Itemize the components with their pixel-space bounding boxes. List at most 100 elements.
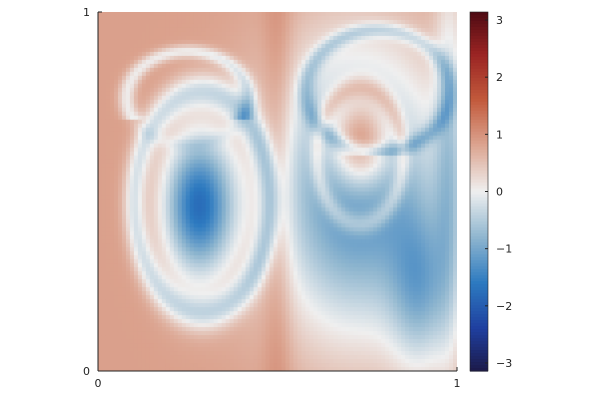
heatmap-cell	[437, 107, 442, 113]
heatmap-cell	[413, 95, 418, 101]
heatmap-cell	[173, 103, 179, 109]
heatmap-cell	[309, 163, 314, 169]
heatmap-cell	[381, 127, 386, 133]
heatmap-cell	[117, 59, 123, 65]
heatmap-cell	[249, 71, 255, 77]
heatmap-cell	[241, 107, 247, 113]
heatmap-cell	[169, 147, 175, 153]
heatmap-cell	[289, 99, 295, 105]
heatmap-cell	[173, 211, 179, 217]
heatmap-cell	[285, 135, 291, 141]
heatmap-cell	[237, 139, 243, 145]
heatmap-cell	[345, 12, 350, 17]
heatmap-cell	[401, 83, 406, 89]
heatmap-cell	[333, 223, 338, 228]
heatmap-cell	[229, 139, 235, 145]
heatmap-cell	[353, 143, 358, 149]
heatmap-cell	[301, 59, 307, 65]
heatmap-cell	[445, 131, 450, 137]
heatmap-cell	[137, 23, 143, 29]
heatmap-cell	[217, 12, 223, 17]
heatmap-cell	[141, 183, 147, 189]
heatmap-cell	[413, 59, 418, 65]
heatmap-cell	[353, 63, 358, 69]
heatmap-cell	[221, 227, 227, 232]
heatmap-cell	[217, 179, 223, 185]
heatmap-cell	[405, 19, 410, 25]
heatmap-cell	[389, 47, 394, 53]
heatmap-cell	[349, 23, 354, 29]
heatmap-cell	[253, 95, 259, 101]
heatmap-cell	[441, 195, 446, 201]
heatmap-cell	[357, 59, 362, 65]
heatmap-cell	[353, 123, 358, 129]
heatmap-cell	[289, 183, 295, 189]
heatmap-cell	[357, 95, 362, 101]
heatmap-cell	[445, 47, 450, 53]
heatmap-cell	[281, 227, 287, 232]
heatmap-cell	[121, 15, 127, 21]
heatmap-cell	[265, 12, 271, 17]
heatmap-cell	[121, 111, 127, 117]
heatmap-cell	[289, 63, 295, 69]
heatmap-cell	[273, 199, 279, 205]
heatmap-cell	[365, 119, 370, 125]
heatmap-cell	[253, 83, 259, 89]
heatmap-cell	[253, 211, 259, 217]
heatmap-cell	[393, 195, 398, 201]
heatmap-cell	[357, 151, 362, 157]
heatmap-cell	[185, 143, 191, 149]
heatmap-cell	[209, 71, 215, 77]
heatmap-cell	[165, 67, 171, 73]
heatmap-cell	[105, 83, 111, 89]
heatmap-cell	[345, 39, 350, 45]
heatmap-cell	[201, 211, 207, 217]
heatmap-cell	[245, 167, 251, 173]
heatmap-cell	[125, 59, 131, 65]
heatmap-cell	[161, 67, 167, 73]
heatmap-cell	[369, 107, 374, 113]
heatmap-cell	[321, 187, 326, 193]
heatmap-cell	[297, 211, 303, 217]
heatmap-cell	[205, 183, 211, 189]
heatmap-cell	[385, 63, 390, 69]
heatmap-cell	[237, 179, 243, 185]
heatmap-cell	[181, 215, 187, 221]
heatmap-cell	[173, 107, 179, 113]
heatmap-cell	[121, 231, 127, 236]
heatmap-cell	[125, 219, 131, 225]
heatmap-cell	[425, 91, 430, 97]
heatmap-cell	[277, 107, 283, 113]
heatmap-cell	[337, 107, 342, 113]
heatmap-cell	[98, 115, 103, 121]
heatmap-cell	[261, 219, 267, 225]
heatmap-cell	[201, 103, 207, 109]
heatmap-cell	[161, 115, 167, 121]
heatmap-cell	[225, 147, 231, 153]
heatmap-cell	[409, 203, 414, 209]
heatmap-cell	[197, 195, 203, 201]
heatmap-cell	[301, 227, 307, 232]
heatmap-cell	[253, 59, 259, 65]
heatmap-cell	[297, 215, 303, 221]
heatmap-cell	[157, 191, 163, 197]
heatmap-cell	[453, 47, 457, 53]
heatmap-cell	[121, 167, 127, 173]
heatmap-cell	[185, 55, 191, 61]
heatmap-cell	[209, 167, 215, 173]
heatmap-cell	[441, 63, 446, 69]
heatmap-cell	[233, 111, 239, 117]
heatmap-cell	[209, 151, 215, 157]
heatmap-cell	[269, 35, 275, 41]
heatmap-cell	[249, 151, 255, 157]
heatmap-cell	[289, 15, 295, 21]
heatmap-cell	[125, 99, 131, 105]
heatmap-cell	[313, 31, 318, 37]
heatmap-cell	[129, 199, 135, 205]
heatmap-cell	[413, 75, 418, 81]
heatmap-cell	[293, 87, 299, 93]
heatmap-cell	[157, 39, 163, 45]
heatmap-cell	[337, 191, 342, 197]
heatmap-cell	[337, 135, 342, 141]
heatmap-cell	[433, 51, 438, 57]
